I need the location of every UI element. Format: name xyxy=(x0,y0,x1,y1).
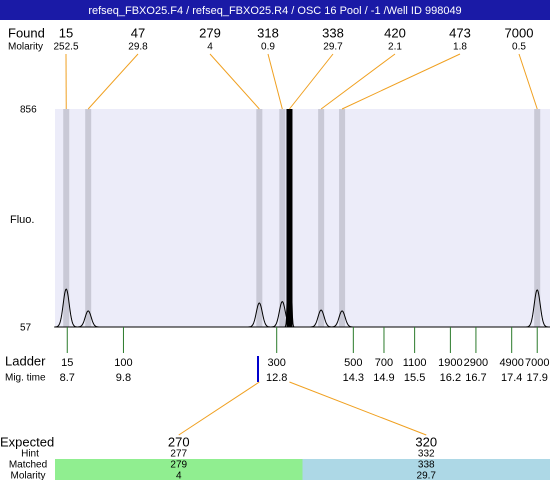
leader-line xyxy=(320,53,396,110)
expected-size: 320 xyxy=(415,434,437,449)
ladder-size: 7000 xyxy=(525,357,549,369)
ladder-size: 1100 xyxy=(403,357,427,369)
ladder-size: 100 xyxy=(114,357,132,369)
peak xyxy=(54,288,79,328)
leader-line xyxy=(209,53,260,110)
ladder-time: 9.8 xyxy=(116,372,131,384)
found-size: 338 xyxy=(322,25,344,40)
ladder-size: 700 xyxy=(375,357,393,369)
peak-band xyxy=(63,109,70,327)
ladder-time: 15.5 xyxy=(404,372,425,384)
matched-band xyxy=(55,459,303,480)
ladder-time: 17.4 xyxy=(501,372,522,384)
ladder-time: 16.2 xyxy=(440,372,461,384)
leader-line xyxy=(341,53,461,110)
peak-band xyxy=(256,109,263,327)
peak-band xyxy=(534,109,541,327)
y-tick-label: 856 xyxy=(20,105,37,116)
matched-molarity: 4 xyxy=(176,471,182,480)
chart-title: refseq_FBXO25.F4 / refseq_FBXO25.R4 / OS… xyxy=(88,5,461,17)
matched-molarity: 29.7 xyxy=(417,471,437,480)
found-size: 420 xyxy=(384,25,406,40)
found-size: 473 xyxy=(449,25,471,40)
expected-size: 270 xyxy=(168,434,190,449)
title-bar xyxy=(0,0,550,20)
ladder-time: 14.3 xyxy=(343,372,364,384)
found-size: 318 xyxy=(257,25,279,40)
match-line xyxy=(178,381,260,436)
ladder-size: 500 xyxy=(344,357,362,369)
ladder-size: 15 xyxy=(61,357,73,369)
peak xyxy=(330,310,355,328)
found-molarity: 29.7 xyxy=(323,42,343,53)
peak xyxy=(76,310,101,328)
found-size: 279 xyxy=(199,25,221,40)
ladder-size: 300 xyxy=(268,357,286,369)
matched-size: 338 xyxy=(418,460,435,471)
found-molarity: 1.8 xyxy=(453,42,467,53)
peak-band xyxy=(279,109,286,327)
matched-band xyxy=(302,459,550,480)
matched-molarity-label: Molarity xyxy=(10,471,45,480)
found-molarity: 4 xyxy=(207,42,213,53)
ladder-time: 8.7 xyxy=(60,372,75,384)
peak xyxy=(309,309,334,328)
ladder-time: 17.9 xyxy=(527,372,548,384)
matched-size: 279 xyxy=(170,460,187,471)
expected-label: Expected xyxy=(0,434,54,449)
peak-band xyxy=(318,109,325,327)
leader-line xyxy=(87,53,139,110)
peak xyxy=(247,302,272,328)
found-label: Found xyxy=(8,25,45,40)
leader-line xyxy=(267,53,283,110)
leader-line xyxy=(289,53,334,110)
time-label: Mig. time xyxy=(5,373,46,384)
hint-size: 332 xyxy=(418,449,435,460)
peak-band xyxy=(339,109,346,327)
found-size: 15 xyxy=(59,25,73,40)
found-molarity: 0.5 xyxy=(512,42,526,53)
found-molarity: 0.9 xyxy=(261,42,275,53)
ladder-size: 4900 xyxy=(499,357,523,369)
peak-band xyxy=(85,109,92,327)
found-molarity: 29.8 xyxy=(128,42,148,53)
peak xyxy=(270,300,295,328)
peak-band xyxy=(286,109,293,327)
matched-label: Matched xyxy=(9,460,47,471)
ladder-size: 2900 xyxy=(464,357,488,369)
leader-line xyxy=(518,53,538,110)
hint-size: 277 xyxy=(170,449,187,460)
found-size: 47 xyxy=(131,25,145,40)
molarity-label: Molarity xyxy=(8,42,43,53)
ladder-time: 16.7 xyxy=(465,372,486,384)
plot-area xyxy=(55,109,550,327)
peak xyxy=(525,289,550,328)
ladder-time: 12.8 xyxy=(266,372,287,384)
match-line xyxy=(289,381,427,436)
found-molarity: 252.5 xyxy=(53,42,78,53)
ladder-time: 14.9 xyxy=(373,372,394,384)
y-tick-label: 57 xyxy=(20,323,32,334)
ladder-size: 1900 xyxy=(438,357,462,369)
found-molarity: 2.1 xyxy=(388,42,402,53)
ladder-label: Ladder xyxy=(5,353,46,368)
hint-label: Hint xyxy=(21,449,39,460)
y-label: Fluo. xyxy=(10,214,34,226)
found-size: 7000 xyxy=(505,25,534,40)
